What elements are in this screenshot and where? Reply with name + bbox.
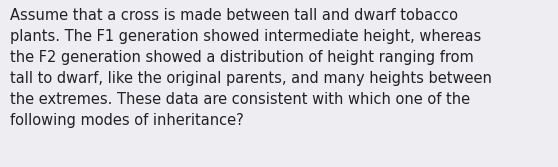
- Text: Assume that a cross is made between tall and dwarf tobacco
plants. The F1 genera: Assume that a cross is made between tall…: [10, 8, 492, 128]
